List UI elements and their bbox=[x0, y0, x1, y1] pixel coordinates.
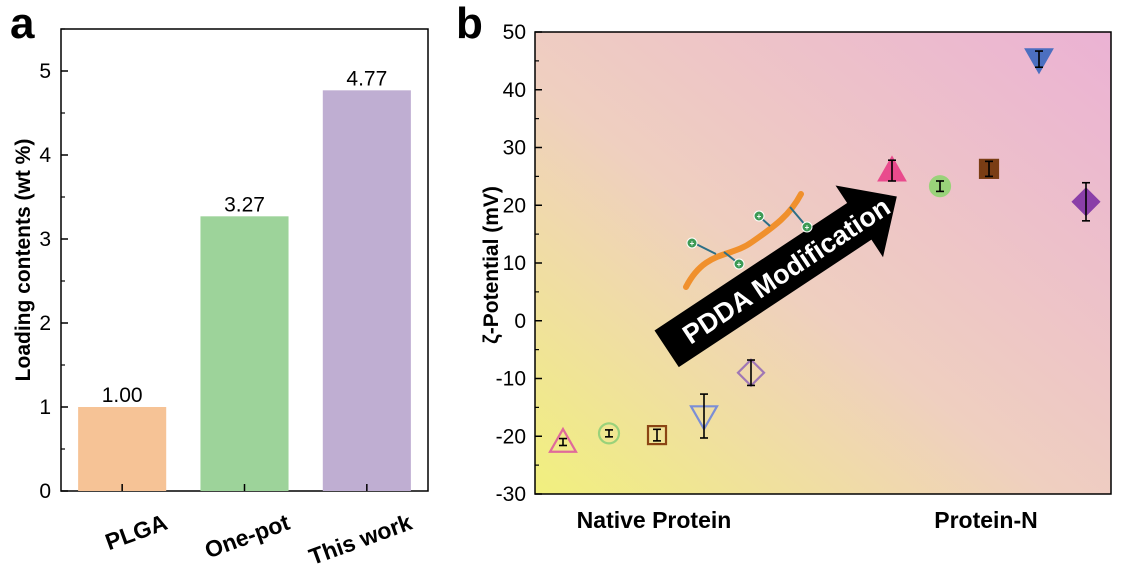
pdda-polymer-icon: + + + + bbox=[683, 191, 813, 290]
y-tick-label: 0 bbox=[514, 310, 526, 333]
panel-b-letter: b bbox=[456, 0, 483, 48]
y-tick-label: 4 bbox=[39, 144, 51, 167]
bar-category-label: One-pot bbox=[201, 509, 293, 564]
y-tick-label: 2 bbox=[39, 312, 51, 335]
zeta-points bbox=[548, 48, 1101, 453]
marker-square bbox=[646, 424, 668, 446]
group-label-native: Native Protein bbox=[577, 507, 732, 533]
svg-text:+: + bbox=[737, 260, 742, 269]
y-tick-label: 20 bbox=[503, 194, 526, 217]
bar-value-label: 3.27 bbox=[224, 193, 265, 216]
zeta-point bbox=[548, 426, 578, 453]
zeta-y-axis-label: ζ-Potential (mV) bbox=[480, 186, 503, 344]
zeta-y-axis: -30 -20 -10 0 10 20 30 40 50 bbox=[496, 21, 542, 506]
zeta-point bbox=[928, 175, 952, 198]
zeta-point bbox=[736, 358, 766, 388]
y-tick-label: 10 bbox=[503, 252, 526, 275]
marker-triangle-up bbox=[548, 426, 578, 453]
y-tick-label: -10 bbox=[496, 368, 526, 391]
group-label-protein-n: Protein-N bbox=[934, 507, 1038, 533]
y-tick-label: 0 bbox=[39, 480, 51, 503]
y-tick-label: 5 bbox=[39, 60, 51, 83]
zeta-point bbox=[689, 393, 719, 439]
zeta-point bbox=[597, 422, 621, 445]
y-tick-label: 1 bbox=[39, 396, 51, 419]
svg-text:+: + bbox=[757, 212, 762, 221]
bar-chart-panel: 0 1 2 3 4 5 1.00 3.27 4.77 PLGA One-pot This work… bbox=[12, 28, 429, 567]
marker-circle bbox=[597, 422, 621, 445]
zeta-point bbox=[646, 424, 668, 446]
y-tick-label: -30 bbox=[496, 483, 526, 506]
y-tick-label: 50 bbox=[503, 21, 526, 44]
bar bbox=[78, 407, 167, 491]
y-tick-label: 3 bbox=[39, 228, 51, 251]
zeta-point bbox=[1071, 181, 1101, 222]
bar-category-label: PLGA bbox=[102, 509, 171, 555]
zeta-point bbox=[978, 158, 1000, 179]
y-tick-label: 30 bbox=[503, 137, 526, 160]
bar-y-axis-label: Loading contents (wt %) bbox=[12, 139, 35, 382]
panel-a-letter: a bbox=[10, 0, 35, 48]
svg-text:+: + bbox=[805, 223, 810, 232]
y-tick-label: 40 bbox=[503, 79, 526, 102]
bar-category-label: This work bbox=[306, 509, 416, 567]
bar-y-axis: 0 1 2 3 4 5 bbox=[39, 28, 68, 503]
bar bbox=[200, 216, 289, 491]
bar bbox=[322, 90, 411, 491]
y-tick-label: -20 bbox=[496, 425, 526, 448]
bar-categories: PLGA One-pot This work bbox=[102, 509, 416, 567]
zeta-point bbox=[877, 155, 907, 182]
svg-text:+: + bbox=[690, 239, 695, 248]
bar-value-label: 1.00 bbox=[102, 384, 143, 407]
zeta-point bbox=[1024, 48, 1054, 75]
bar-value-label: 4.77 bbox=[346, 67, 387, 90]
bars: 1.00 3.27 4.77 bbox=[78, 67, 411, 491]
